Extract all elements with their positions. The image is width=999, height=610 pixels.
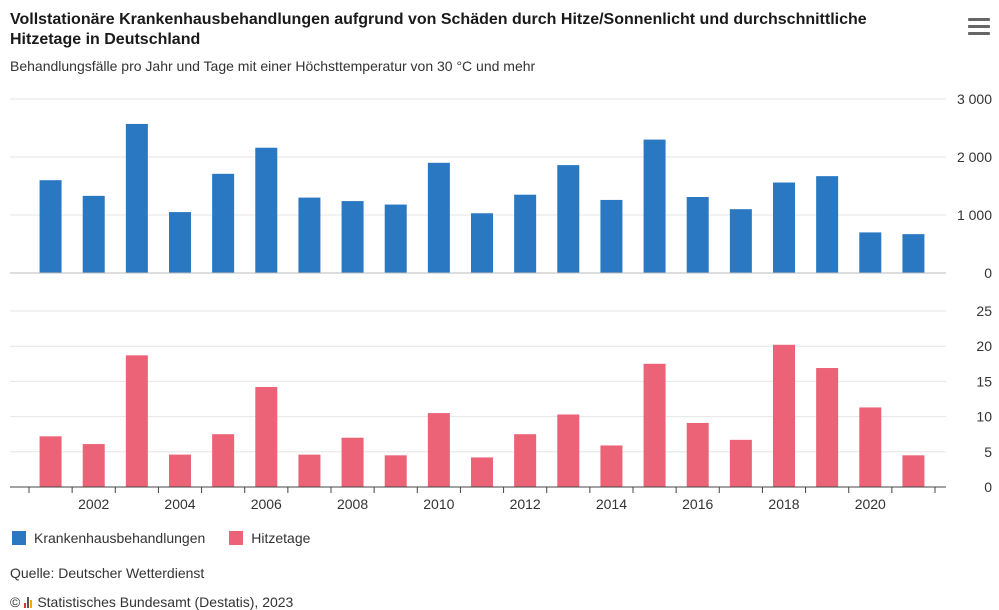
bar-krankenhausbehandlungen-2012 bbox=[514, 194, 537, 273]
bar-hitzetage-2007 bbox=[298, 454, 321, 487]
bar-krankenhausbehandlungen-2019 bbox=[816, 176, 839, 273]
bar-krankenhausbehandlungen-2015 bbox=[643, 139, 666, 273]
x-tick-label-2014: 2014 bbox=[596, 496, 627, 512]
bar-krankenhausbehandlungen-2005 bbox=[212, 173, 235, 273]
bar-krankenhausbehandlungen-2011 bbox=[471, 213, 493, 273]
chart-area: 0 1 000 2 000 3 000 0 5 10 15 20 25 2002 2004 2006 20… bbox=[10, 91, 992, 512]
bar-hitzetage-2018 bbox=[773, 344, 795, 487]
legend-label-krankenhausbehandlungen: Krankenhausbehandlungen bbox=[34, 530, 206, 546]
source-note: Quelle: Deutscher Wetterdienst bbox=[10, 565, 205, 581]
bar-hitzetage-2009 bbox=[384, 455, 407, 487]
bar-hitzetage-2015 bbox=[643, 363, 666, 487]
y-tick-label: 0 bbox=[984, 265, 992, 281]
bar-krankenhausbehandlungen-2001 bbox=[39, 180, 62, 273]
x-tick-label-2016: 2016 bbox=[682, 496, 713, 512]
bar-krankenhausbehandlungen-2020 bbox=[859, 232, 882, 273]
chart-title: Vollstationäre Krankenhausbehandlungen a… bbox=[10, 11, 867, 48]
copyright-line: © Statistisches Bundesamt (Destatis), 20… bbox=[10, 594, 293, 610]
bar-krankenhausbehandlungen-2006 bbox=[255, 147, 278, 273]
copyright-text: Statistisches Bundesamt (Destatis), 2023 bbox=[37, 594, 294, 610]
y-tick-label: 0 bbox=[984, 479, 992, 495]
bar-krankenhausbehandlungen-2007 bbox=[298, 197, 321, 273]
bar-hitzetage-2001 bbox=[39, 436, 62, 487]
x-tick-label-2006: 2006 bbox=[251, 496, 282, 512]
chart-legend: Krankenhausbehandlungen Hitzetage bbox=[12, 530, 334, 546]
x-tick-label-2002: 2002 bbox=[78, 496, 109, 512]
y-tick-label: 2 000 bbox=[957, 149, 992, 165]
hamburger-menu-icon[interactable] bbox=[968, 18, 990, 36]
legend-item-krankenhausbehandlungen[interactable]: Krankenhausbehandlungen bbox=[12, 530, 205, 546]
legend-label-hitzetage: Hitzetage bbox=[251, 530, 311, 546]
bar-krankenhausbehandlungen-2004 bbox=[169, 212, 191, 273]
destatis-logo-icon bbox=[24, 596, 33, 608]
x-tick-label-2018: 2018 bbox=[768, 496, 799, 512]
bar-hitzetage-2021 bbox=[902, 455, 925, 487]
bar-krankenhausbehandlungen-2018 bbox=[773, 182, 795, 273]
bar-hitzetage-2006 bbox=[255, 387, 278, 487]
y-tick-label: 15 bbox=[976, 373, 992, 389]
bar-krankenhausbehandlungen-2013 bbox=[557, 165, 580, 273]
bar-hitzetage-2008 bbox=[341, 437, 364, 487]
bar-krankenhausbehandlungen-2016 bbox=[686, 197, 709, 273]
bar-hitzetage-2010 bbox=[427, 413, 450, 487]
legend-swatch-hitzetage bbox=[229, 531, 244, 545]
x-tick-label-2020: 2020 bbox=[855, 496, 886, 512]
y-tick-label: 20 bbox=[976, 338, 992, 354]
bar-hitzetage-2002 bbox=[82, 444, 105, 487]
bar-hitzetage-2011 bbox=[471, 457, 493, 487]
copyright-symbol: © bbox=[10, 594, 21, 610]
bar-hitzetage-2004 bbox=[169, 454, 191, 487]
bar-hitzetage-2012 bbox=[514, 434, 537, 487]
bar-krankenhausbehandlungen-2017 bbox=[729, 209, 752, 273]
bar-hitzetage-2016 bbox=[686, 422, 709, 487]
y-tick-label: 10 bbox=[976, 409, 992, 425]
legend-item-hitzetage[interactable]: Hitzetage bbox=[229, 530, 310, 546]
x-tick-label-2012: 2012 bbox=[510, 496, 541, 512]
y-tick-label: 5 bbox=[984, 444, 992, 460]
x-tick-label-2010: 2010 bbox=[423, 496, 454, 512]
bar-krankenhausbehandlungen-2002 bbox=[82, 195, 105, 273]
bar-hitzetage-2005 bbox=[212, 434, 235, 487]
bar-krankenhausbehandlungen-2021 bbox=[902, 234, 925, 273]
y-tick-label: 3 000 bbox=[957, 91, 992, 107]
bar-krankenhausbehandlungen-2014 bbox=[600, 199, 623, 273]
bar-krankenhausbehandlungen-2009 bbox=[384, 204, 407, 273]
bar-hitzetage-2014 bbox=[600, 445, 623, 487]
bar-krankenhausbehandlungen-2008 bbox=[341, 201, 364, 273]
bar-krankenhausbehandlungen-2010 bbox=[427, 162, 450, 273]
bar-hitzetage-2017 bbox=[729, 439, 752, 487]
bar-hitzetage-2013 bbox=[557, 414, 580, 487]
x-tick-label-2004: 2004 bbox=[164, 496, 195, 512]
legend-swatch-krankenhausbehandlungen bbox=[12, 531, 26, 545]
y-tick-label: 25 bbox=[976, 303, 992, 319]
x-tick-label-2008: 2008 bbox=[337, 496, 368, 512]
bar-krankenhausbehandlungen-2003 bbox=[125, 123, 148, 273]
bar-hitzetage-2019 bbox=[816, 368, 839, 487]
bar-hitzetage-2020 bbox=[859, 407, 882, 487]
y-tick-label: 1 000 bbox=[957, 207, 992, 223]
bar-hitzetage-2003 bbox=[125, 355, 148, 487]
chart-subtitle: Behandlungsfälle pro Jahr und Tage mit e… bbox=[10, 58, 536, 74]
